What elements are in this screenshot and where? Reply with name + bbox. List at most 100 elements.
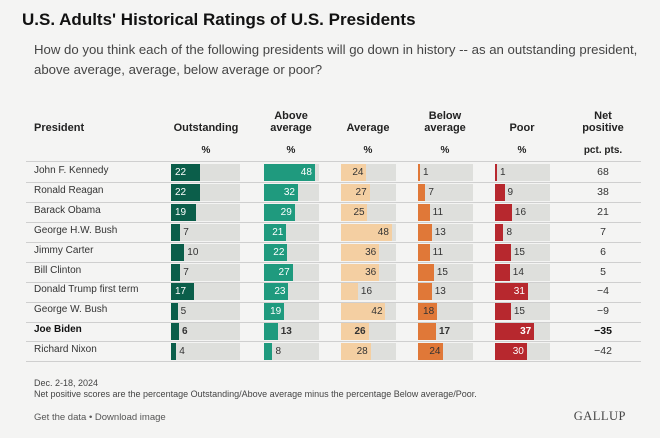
average-value: 26 xyxy=(354,326,366,338)
poor-track: 9 xyxy=(495,183,550,201)
below-average-value: 13 xyxy=(434,286,446,298)
row-separator xyxy=(26,202,641,204)
header-above-average-line2: average xyxy=(270,122,312,134)
above-average-track: 19 xyxy=(264,303,319,321)
outstanding-track: 6 xyxy=(171,323,240,341)
poor-bar xyxy=(495,323,535,341)
row-separator xyxy=(26,301,641,303)
average-bar xyxy=(341,263,380,281)
below-average-bar xyxy=(418,323,436,341)
outstanding-track: 4 xyxy=(171,343,240,361)
outstanding-value: 6 xyxy=(181,326,188,338)
average-value: 28 xyxy=(356,346,368,358)
below-average-track: 13 xyxy=(418,283,473,301)
outstanding-bar xyxy=(171,303,178,321)
outstanding-track: 5 xyxy=(171,303,240,321)
poor-value: 14 xyxy=(512,266,524,278)
above-average-track: 8 xyxy=(264,343,319,361)
average-value: 27 xyxy=(355,186,367,198)
below-average-bar xyxy=(418,164,420,181)
row-separator xyxy=(26,182,641,184)
above-average-bar xyxy=(264,283,289,301)
president-name: Ronald Reagan xyxy=(34,184,104,196)
above-average-track: 23 xyxy=(264,283,319,301)
outstanding-track: 7 xyxy=(171,263,240,281)
outstanding-bar xyxy=(171,263,181,281)
average-bar xyxy=(341,303,386,321)
average-track: 48 xyxy=(341,223,396,241)
download-image-link[interactable]: Download image xyxy=(94,412,166,423)
above-average-bar xyxy=(264,203,295,221)
above-average-value: 27 xyxy=(278,266,290,278)
poor-value: 15 xyxy=(513,306,525,318)
outstanding-bar xyxy=(171,323,179,341)
header-average: Average xyxy=(346,122,390,134)
average-value: 42 xyxy=(371,306,383,318)
above-average-track: 13 xyxy=(264,323,319,341)
above-average-value: 13 xyxy=(280,326,292,338)
poor-bar xyxy=(495,183,505,201)
average-track: 28 xyxy=(341,343,396,361)
average-track: 27 xyxy=(341,183,396,201)
poor-value: 1 xyxy=(500,167,506,178)
poor-bar xyxy=(495,343,527,361)
above-average-bar xyxy=(264,323,278,341)
above-average-track: 29 xyxy=(264,203,319,221)
row-separator xyxy=(26,321,641,323)
above-average-value: 48 xyxy=(300,167,312,178)
average-value: 24 xyxy=(352,167,364,178)
average-track: 24 xyxy=(341,164,396,181)
table-row: Richard Nixon 4 8 28 24 30 −42 xyxy=(0,342,660,361)
average-value: 48 xyxy=(377,226,389,238)
table-row: Ronald Reagan 22 32 27 7 9 38 xyxy=(0,183,660,202)
outstanding-value: 7 xyxy=(183,266,189,278)
average-bar xyxy=(341,164,367,181)
outstanding-bar xyxy=(171,343,177,361)
poor-track: 14 xyxy=(495,263,550,281)
outstanding-value: 22 xyxy=(175,167,187,178)
above-average-track: 48 xyxy=(264,164,319,181)
row-separator xyxy=(26,261,641,263)
table-row: George H.W. Bush 7 21 48 13 8 7 xyxy=(0,223,660,242)
outstanding-track: 17 xyxy=(171,283,240,301)
below-average-bar xyxy=(418,183,426,201)
link-separator: • xyxy=(88,412,93,423)
below-average-bar xyxy=(418,223,432,241)
table-row: Donald Trump first term 17 23 16 13 31 −4 xyxy=(0,282,660,301)
unit-above-average: % xyxy=(286,145,296,156)
get-data-link[interactable]: Get the data xyxy=(34,412,87,423)
above-average-track: 27 xyxy=(264,263,319,281)
chart-subtitle: How do you think each of the following p… xyxy=(34,42,638,77)
below-average-track: 1 xyxy=(418,164,473,181)
average-bar xyxy=(341,323,369,341)
president-name: John F. Kennedy xyxy=(34,165,109,176)
unit-net: pct. pts. xyxy=(583,145,623,156)
net-positive-value: 68 xyxy=(597,166,609,178)
poor-track: 15 xyxy=(495,303,550,321)
header-outstanding: Outstanding xyxy=(173,122,239,134)
below-average-track: 24 xyxy=(418,343,473,361)
net-positive-value: 5 xyxy=(600,265,606,278)
above-average-track: 32 xyxy=(264,183,319,201)
president-name: Donald Trump first term xyxy=(34,284,139,296)
president-name: Joe Biden xyxy=(34,324,82,336)
header-below-average-line2: average xyxy=(424,122,466,134)
row-separator xyxy=(26,361,641,363)
below-average-track: 11 xyxy=(418,243,473,261)
president-name: Bill Clinton xyxy=(34,264,82,276)
outstanding-track: 10 xyxy=(171,243,240,261)
poor-bar xyxy=(495,263,510,281)
average-value: 36 xyxy=(365,246,377,258)
poor-track: 15 xyxy=(495,243,550,261)
outstanding-value: 5 xyxy=(180,306,187,318)
poor-value: 16 xyxy=(514,206,527,218)
poor-bar xyxy=(495,283,528,301)
below-average-value: 7 xyxy=(428,186,434,198)
table-row: Barack Obama 19 29 25 11 16 21 xyxy=(0,203,660,222)
table-row: George W. Bush 5 19 42 18 15 −9 xyxy=(0,302,660,321)
outstanding-value: 4 xyxy=(179,346,185,358)
outstanding-value: 17 xyxy=(175,286,187,298)
header-separator xyxy=(26,161,641,162)
above-average-value: 19 xyxy=(270,306,282,318)
outstanding-bar xyxy=(171,243,185,261)
